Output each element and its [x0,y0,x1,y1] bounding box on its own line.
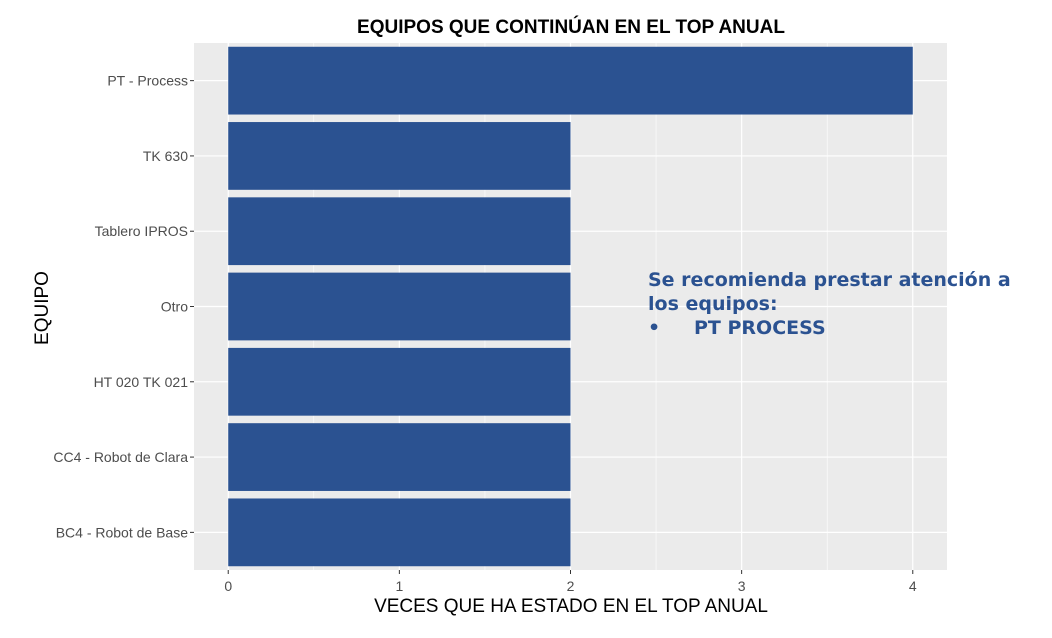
bar [228,122,571,190]
recommendation-list-item: • PT PROCESS [648,316,1048,340]
x-tick-label: 3 [738,578,746,594]
y-tick-label: PT - Process [107,73,188,89]
y-tick-label: TK 630 [143,148,188,164]
bar [228,46,913,115]
recommendation-text: Se recomienda prestar atención a los equ… [648,269,1011,315]
x-tick-label: 0 [224,578,232,594]
bar [228,347,571,416]
x-tick-label: 4 [909,578,917,594]
chart-title: EQUIPOS QUE CONTINÚAN EN EL TOP ANUAL [357,16,785,38]
bar [228,272,571,341]
y-tick-label: HT 020 TK 021 [94,374,189,390]
x-axis-title: VECES QUE HA ESTADO EN EL TOP ANUAL [374,596,768,617]
x-axis: 0 1 2 3 4 [224,570,917,594]
bar [228,498,571,567]
y-tick-label: CC4 - Robot de Clara [53,449,188,465]
bullet-icon: • [648,317,661,339]
y-tick-label: Otro [161,299,188,315]
y-tick-label: BC4 - Robot de Base [56,524,189,540]
x-tick-label: 2 [567,578,575,594]
y-axis-title: EQUIPO [32,271,53,345]
bar [228,197,571,266]
y-axis: PT - Process TK 630 Tablero IPROS Otro HT 02… [53,73,194,540]
bar [228,423,571,491]
bars [228,46,913,567]
recommendation-note: Se recomienda prestar atención a los equ… [648,268,1048,340]
y-tick-label: Tablero IPROS [95,223,188,239]
recommendation-item-label: PT PROCESS [694,317,826,339]
x-tick-label: 1 [395,578,403,594]
